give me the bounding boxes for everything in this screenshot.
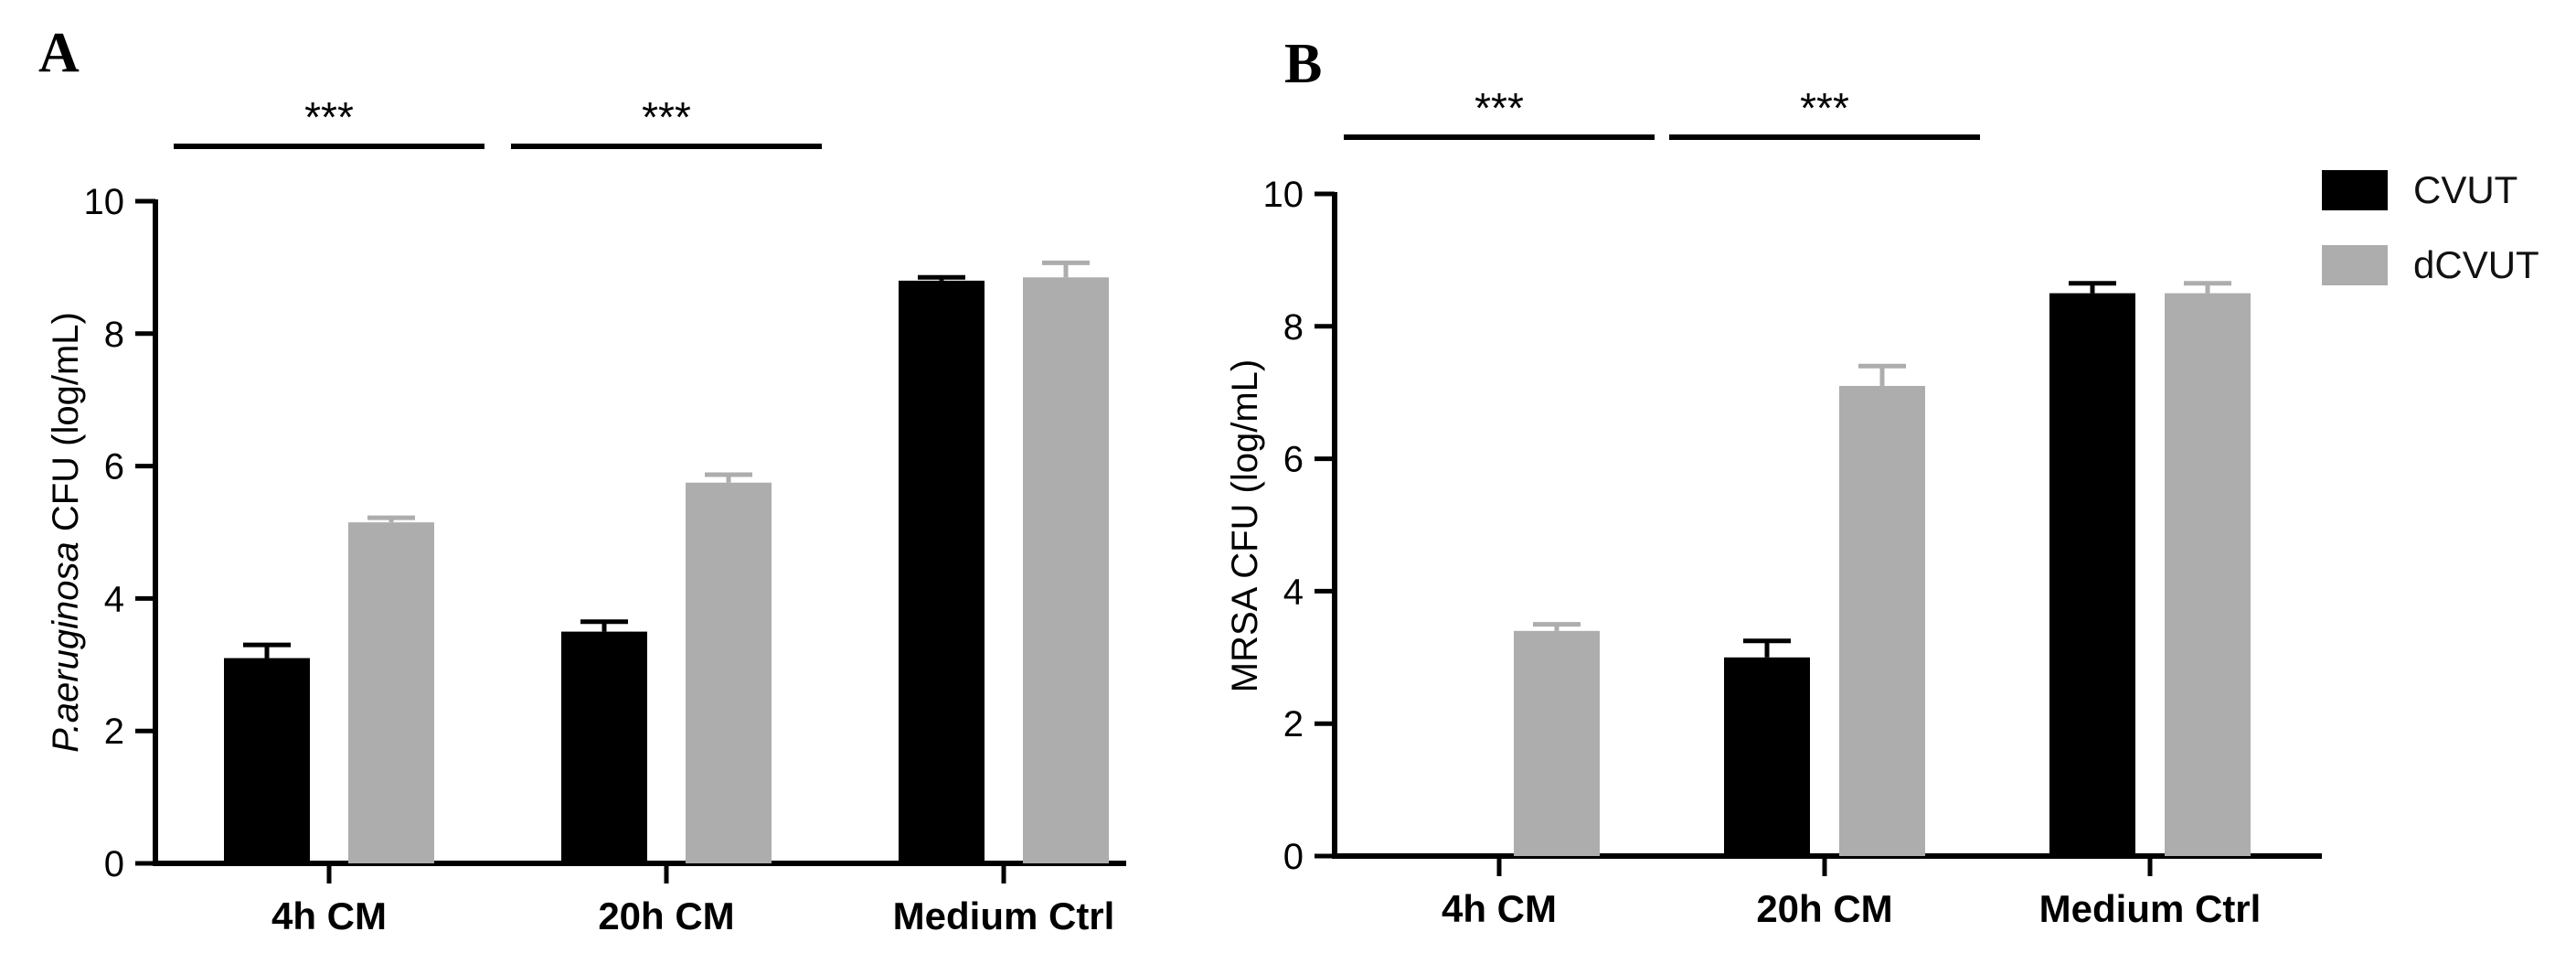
bar-a-cvut-1 xyxy=(561,631,647,863)
x-tick-label-b-2: Medium Ctrl xyxy=(2039,887,2262,930)
y-axis-label-b: MRSA CFU (log/mL) xyxy=(1225,359,1265,693)
legend-label-cvut: CVUT xyxy=(2413,168,2517,211)
x-tick-label-b-0: 4h CM xyxy=(1442,887,1557,930)
bar-b-dcvut-0 xyxy=(1514,630,1600,856)
bar-b-dcvut-1 xyxy=(1839,385,1925,857)
bar-b-cvut-1 xyxy=(1724,657,1810,856)
y-tick-label-a-5: 10 xyxy=(84,182,125,222)
y-tick-label-a-3: 6 xyxy=(104,447,124,487)
x-tick-label-a-1: 20h CM xyxy=(598,894,734,937)
legend-label-dcvut: dCVUT xyxy=(2413,243,2539,286)
y-tick-label-a-4: 8 xyxy=(104,315,124,355)
chart-panel-a: A P.aeruginosa CFU (log/mL) 0 2 4 6 8 10 4h CM… xyxy=(38,22,1126,937)
bar-a-dcvut-1 xyxy=(686,482,772,863)
y-tick-label-b-2: 4 xyxy=(1283,572,1304,612)
significance-label-a-0: *** xyxy=(304,93,354,141)
bar-a-dcvut-2 xyxy=(1023,277,1109,863)
y-tick-label-a-2: 4 xyxy=(104,579,124,619)
y-tick-label-a-1: 2 xyxy=(104,712,124,752)
bar-b-dcvut-2 xyxy=(2165,293,2251,857)
y-tick-label-b-1: 2 xyxy=(1283,704,1304,744)
bar-a-cvut-2 xyxy=(899,280,985,863)
panel-letter-a: A xyxy=(38,22,80,84)
bar-a-dcvut-0 xyxy=(348,522,434,863)
bar-b-cvut-2 xyxy=(2049,293,2135,857)
y-axis-label-a-italic: P.aeruginosa xyxy=(46,541,86,753)
legend-swatch-cvut xyxy=(2322,170,2388,210)
y-tick-label-b-3: 6 xyxy=(1283,440,1304,480)
y-axis-label-a-rest: CFU (log/mL) xyxy=(46,312,86,541)
significance-label-b-0: *** xyxy=(1474,84,1524,132)
bar-a-cvut-0 xyxy=(224,658,310,863)
x-tick-label-b-1: 20h CM xyxy=(1756,887,1892,930)
x-tick-label-a-2: Medium Ctrl xyxy=(893,894,1115,937)
y-axis-label-b-text: MRSA CFU (log/mL) xyxy=(1225,359,1265,693)
x-tick-label-a-0: 4h CM xyxy=(271,894,387,937)
significance-label-b-1: *** xyxy=(1800,84,1849,132)
y-tick-label-b-4: 8 xyxy=(1283,307,1304,348)
chart-panel-b: B MRSA CFU (log/mL) 0 2 4 6 8 10 4h CM 20h CM Me… xyxy=(1225,33,2322,930)
y-tick-label-a-0: 0 xyxy=(104,844,124,884)
y-axis-label-a: P.aeruginosa CFU (log/mL) xyxy=(46,312,86,753)
panel-letter-b: B xyxy=(1284,33,1322,95)
y-tick-label-b-5: 10 xyxy=(1263,175,1304,215)
legend-swatch-dcvut xyxy=(2322,245,2388,285)
y-tick-label-b-0: 0 xyxy=(1283,837,1304,877)
legend: CVUT dCVUT xyxy=(2322,168,2539,286)
significance-label-a-1: *** xyxy=(642,93,691,141)
